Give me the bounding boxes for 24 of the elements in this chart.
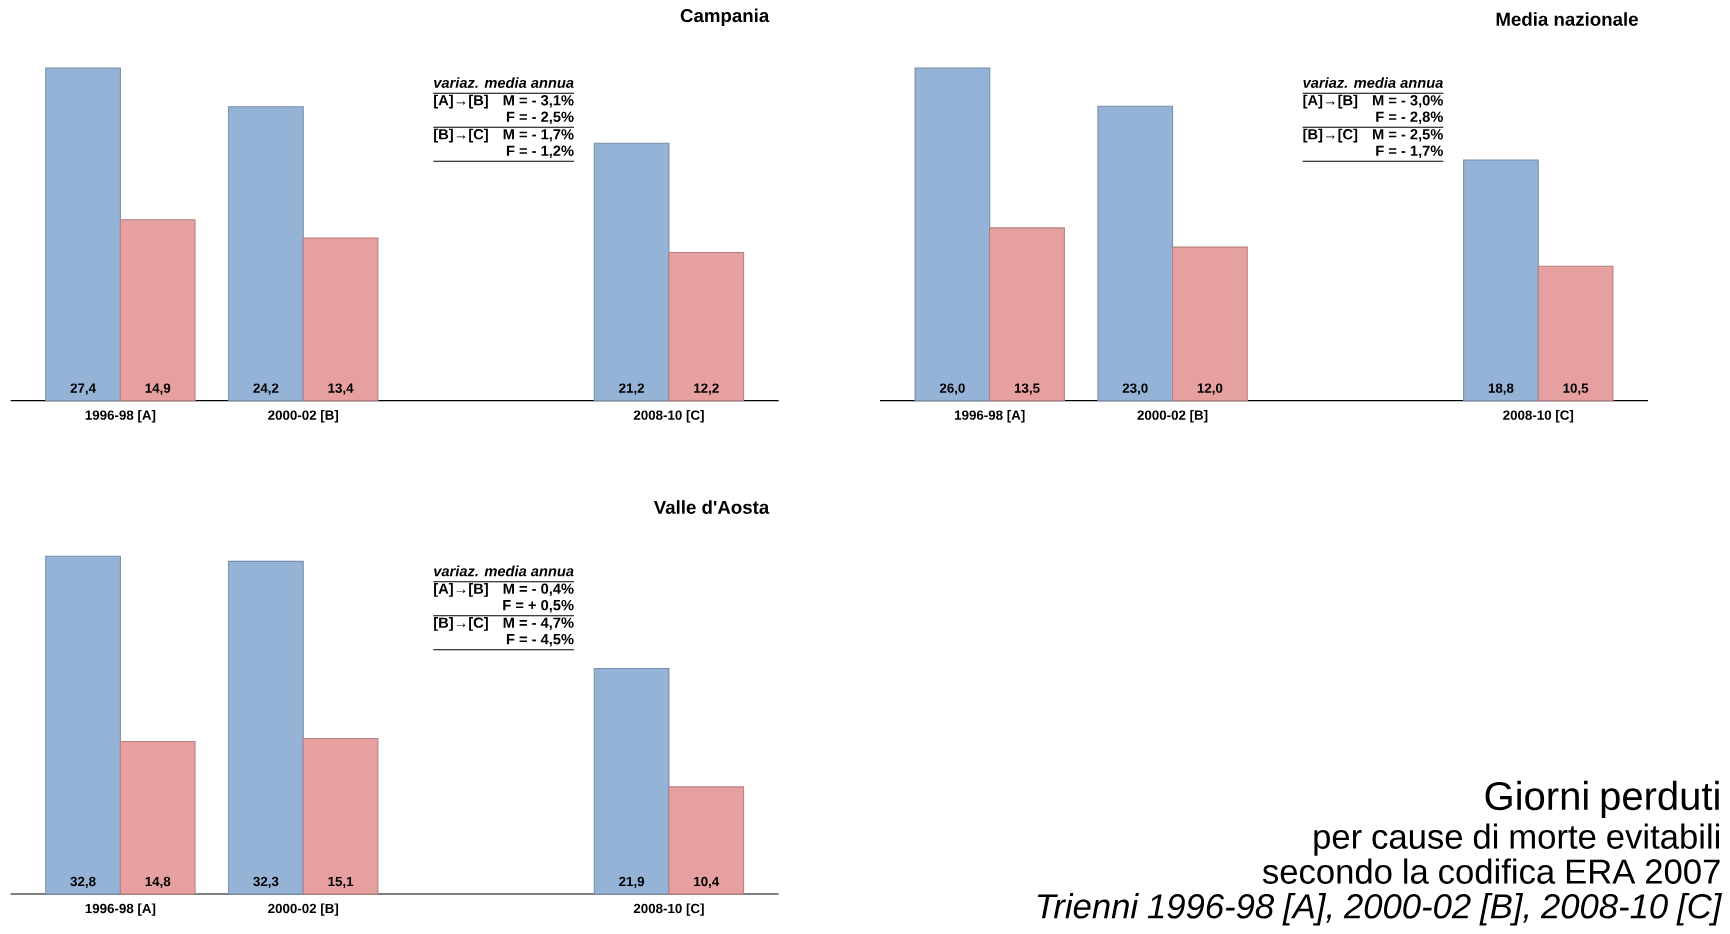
text: Giorni perduti [1485,780,1719,819]
bar [1097,105,1174,402]
bar [668,786,745,895]
text: per cause di morte evitabili secondo la codifica ERA 2007 [1262,823,1720,884]
bar [228,560,304,895]
bar [593,667,670,895]
chart-title: Valle d'Aosta [653,500,770,514]
bar [45,555,121,895]
bar [302,237,379,402]
bar [119,741,196,895]
text: Trienni 1996-98 [A], 2000-02 [B], 2008-10 [C] [1037,893,1723,926]
bar [45,67,121,402]
bar [1537,265,1614,402]
bar [668,251,745,402]
bar [1463,159,1539,402]
bar [228,106,304,402]
chart-title: Campania [680,8,770,26]
chart-title: Media nazionale [1496,12,1638,26]
bar [302,737,379,895]
bar [119,219,196,402]
bar [914,67,991,402]
bar [1172,246,1248,402]
bar [593,142,670,402]
bar [989,227,1065,402]
